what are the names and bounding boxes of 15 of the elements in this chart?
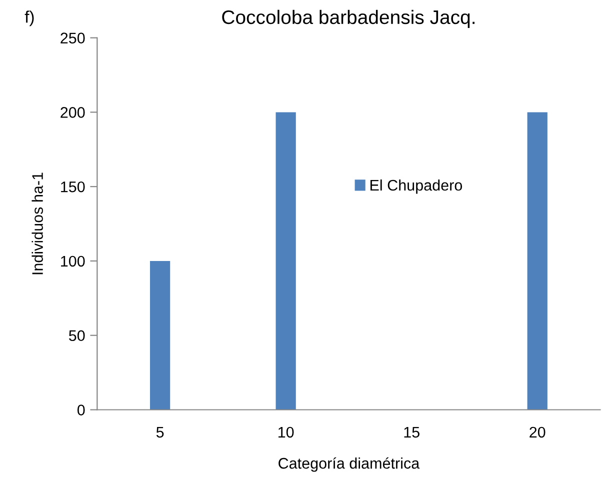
x-tick-label: 15 (404, 426, 420, 438)
legend-label: El Chupadero (370, 179, 462, 194)
y-tick-label: 0 (77, 404, 85, 416)
x-axis-title: Categoría diamétrica (278, 457, 420, 472)
x-tick-label: 10 (278, 426, 294, 438)
y-tick-label: 50 (68, 330, 85, 342)
text: f) (24, 10, 34, 26)
y-tick-label: 200 (60, 107, 85, 118)
y-axis-title: Individuos ha-1 (32, 172, 43, 274)
x-tick-label: 5 (156, 426, 164, 438)
y-tick-label: 100 (61, 256, 85, 267)
x-tick-label: 20 (530, 426, 546, 438)
y-tick-label: 150 (61, 181, 85, 192)
chart-title: Coccoloba barbadensis Jacq. (222, 10, 474, 28)
y-tick-label: 250 (60, 32, 85, 44)
